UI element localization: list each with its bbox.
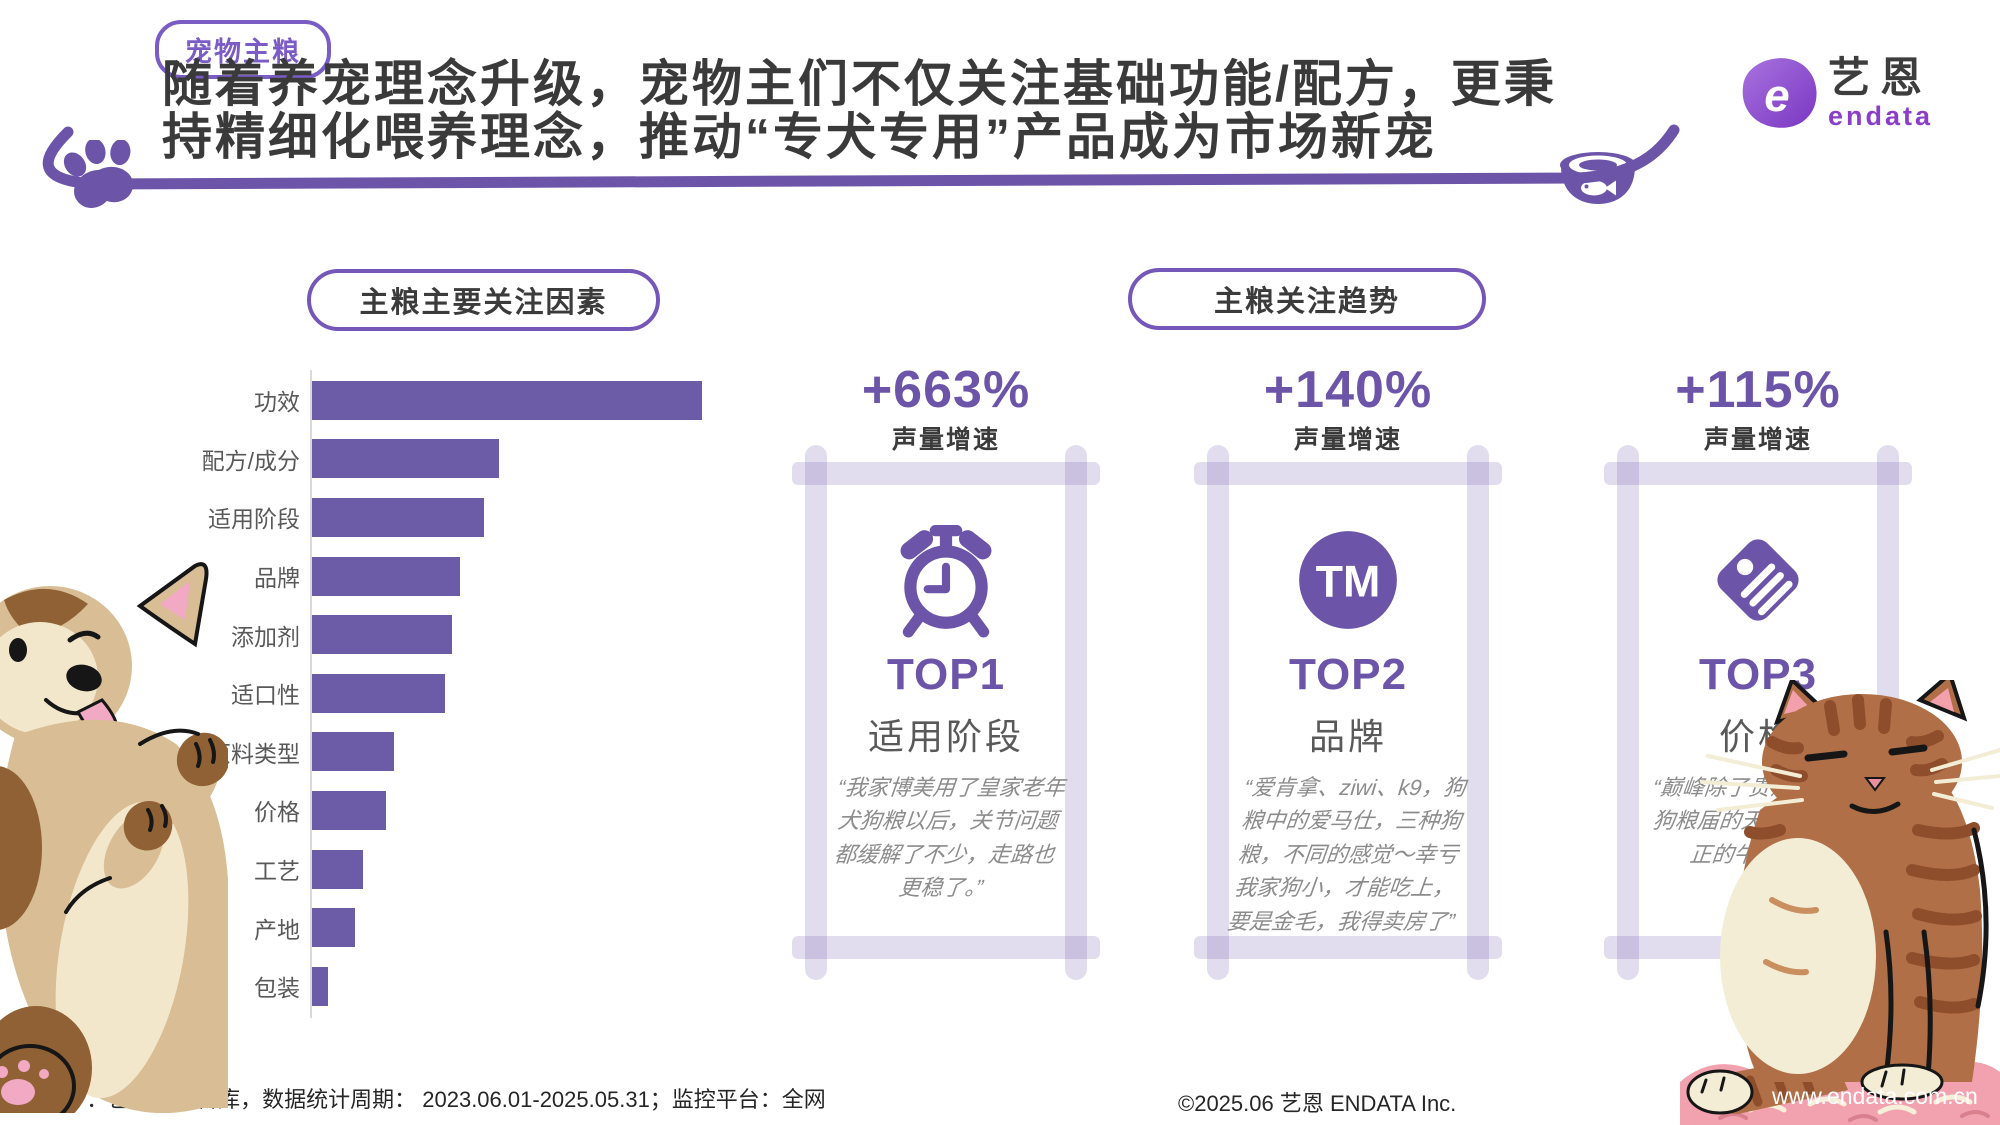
logo-zh-text: 艺恩 [1828,53,1933,101]
growth-rate: +115% [1675,361,1841,419]
frame-bar [805,445,827,980]
dog-illustration [0,562,228,1113]
copyright-note: ©2025.06 艺恩 ENDATA Inc. [1178,1091,1457,1116]
chart-row: 产地 [150,898,770,957]
bar [312,908,355,948]
endata-logo-mark: e [1742,58,1817,128]
topic-badge: 宠物主粮 [155,20,331,79]
bar [312,380,702,420]
user-quote: “我家博美用了皇家老年犬狗粮以后，关节问题都缓解了不少，走路也更稳了。” [832,775,1067,901]
title-underline-swoosh [42,124,1680,190]
card-frame: TOP1 适用阶段 “我家博美用了皇家老年犬狗粮以后，关节问题都缓解了不少，走路… [792,445,1100,980]
trademark-icon: TM [1198,521,1498,639]
bar-track [312,380,770,420]
factor-label: 适用阶段 [867,716,1024,757]
chart-row: 原料类型 [150,723,770,782]
bar [312,790,387,830]
card-frame: TM TOP2 品牌 “爱肯拿、ziwi、k9，狗粮中的爱马仕，三种狗粮，不同的… [1194,445,1502,980]
bar [312,966,328,1006]
rank-label: TOP2 [1288,650,1408,699]
chart-row: 功效 [150,371,770,430]
frame-bar [1207,445,1229,980]
chart-row: 适口性 [150,664,770,723]
bar-category-label: 配方/成分 [201,447,300,474]
bar-category-label: 品牌 [254,565,300,592]
chart-row: 添加剂 [150,605,770,664]
chart-row: 配方/成分 [150,430,770,489]
page-title: 随着养宠理念升级，宠物主们不仅关注基础功能/配方，更秉 持精细化喂养理念，推动“… [162,58,1722,164]
bar-category-label: 工艺 [254,858,300,885]
price-tag-icon [1608,521,1908,639]
attention-factors-bar-chart: 功效配方/成分适用阶段品牌添加剂适口性原料类型价格工艺产地包装 [150,371,770,1016]
bar [312,673,445,713]
growth-rate: +663% [861,361,1031,419]
frame-bar [792,936,1100,959]
bar-category-label: 价格 [254,799,300,826]
title-line-2: 持精细化喂养理念，推动“专犬专用”产品成为市场新宠 [162,109,1437,165]
growth-rate: +140% [1263,361,1433,419]
bar-category-label: 功效 [254,389,300,416]
chart-row: 工艺 [150,840,770,899]
frame-bar [1467,445,1489,980]
bar-category-label: 产地 [254,916,300,943]
frame-bar [1065,445,1087,980]
title-line-1: 随着养宠理念升级，宠物主们不仅关注基础功能/配方，更秉 [162,56,1557,112]
logo-en-text: endata [1828,100,1934,131]
bar-track [312,615,770,655]
fish-icon [1581,180,1616,196]
bar [312,732,394,772]
frame-bar [1194,462,1502,485]
tm-text: TM [1316,556,1381,606]
chart-row: 价格 [150,781,770,840]
chart-row: 品牌 [150,547,770,606]
bar-track [312,673,770,713]
chart-axis-line [310,370,312,1018]
bar-track [312,908,770,948]
bar [312,615,453,655]
alarm-clock-icon [796,521,1096,639]
frame-bar [1617,445,1639,980]
trend-section-badge: 主粮关注趋势 [1128,268,1486,330]
bar [312,849,363,889]
cat-illustration [1680,680,2000,1125]
bar [312,439,500,479]
frame-bar [1604,462,1912,485]
bar-track [312,497,770,537]
frame-bar [792,462,1100,485]
chart-section-badge: 主粮主要关注因素 [307,269,660,331]
user-quote: “爱肯拿、ziwi、k9，狗粮中的爱马仕，三种狗粮，不同的感觉～幸亏我家狗小，才… [1226,775,1467,934]
bar-category-label: 适用阶段 [208,506,300,533]
growth-rate-label: 声量增速 [1703,426,1812,454]
bar-category-label: 适口性 [231,682,300,709]
bar-track [312,556,770,596]
bar-category-label: 包装 [254,975,300,1002]
growth-rate-label: 声量增速 [1293,426,1402,454]
frame-bar [1194,936,1502,959]
bar-track [312,790,770,830]
website-url: www.endata.com.cn [1772,1083,1978,1109]
logo-letter: e [1764,70,1789,121]
chart-row: 包装 [150,957,770,1016]
bar-track [312,439,770,479]
bar-track [312,732,770,772]
endata-logo: e 艺恩 endata [1736,50,1933,136]
bar [312,497,484,537]
growth-rate-label: 声量增速 [891,426,1000,454]
chart-row: 适用阶段 [150,488,770,547]
rank-label: TOP1 [886,650,1006,699]
factor-label: 品牌 [1308,716,1387,757]
bar-category-label: 添加剂 [231,623,300,650]
bar [312,556,461,596]
bar-track [312,849,770,889]
bar-track [312,966,770,1006]
